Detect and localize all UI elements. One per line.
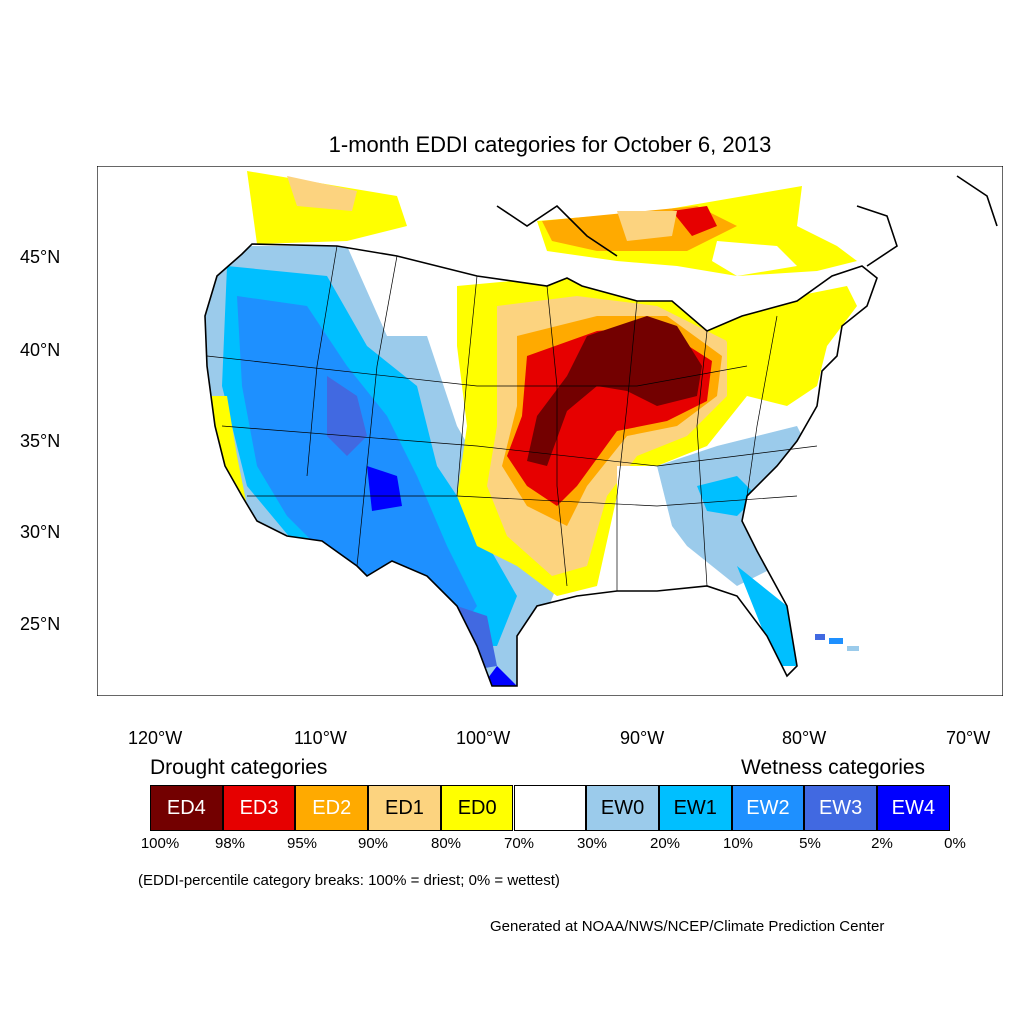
lon-tick-80: 80°W: [782, 728, 827, 748]
legend-percentile-label: 5%: [799, 835, 821, 852]
legend-percentile-label: 30%: [576, 835, 608, 852]
map-frame: [96, 165, 1004, 697]
legend-swatch-ed4: ED4: [150, 785, 223, 831]
lat-tick-40: 40°N: [20, 340, 61, 360]
legend-colorbar: ED4 ED3 ED2 ED1 ED0 EW0 EW1 EW2 EW3 EW4: [150, 785, 950, 831]
legend-percentile-label: 70%: [503, 835, 535, 852]
lon-tick-70: 70°W: [946, 728, 991, 748]
eddi-map: [96, 165, 1004, 697]
legend-swatch-ew0: EW0: [586, 785, 659, 831]
lat-tick-45: 45°N: [20, 247, 61, 267]
lat-tick-25: 25°N: [20, 614, 61, 634]
legend-percentile-label: 98%: [214, 835, 246, 852]
caribbean-specks: [815, 634, 859, 651]
legend-swatch-ed1: ED1: [368, 785, 441, 831]
category-break-note: (EDDI-percentile category breaks: 100% =…: [138, 872, 560, 889]
legend-swatch-ew3: EW3: [804, 785, 877, 831]
legend-swatch-ew2: EW2: [731, 785, 805, 831]
legend-percentile-label: 95%: [286, 835, 318, 852]
legend-swatch-ed0: ED0: [440, 785, 514, 831]
lat-tick-30: 30°N: [20, 522, 61, 542]
lon-tick-120: 120°W: [128, 728, 183, 748]
lon-tick-100: 100°W: [456, 728, 511, 748]
legend-percentile-label: 10%: [722, 835, 754, 852]
credit-line: Generated at NOAA/NWS/NCEP/Climate Predi…: [490, 918, 885, 935]
state-borders: [206, 245, 818, 591]
legend-percentile-label: 90%: [357, 835, 389, 852]
legend-swatch-ew1: EW1: [658, 785, 732, 831]
lon-tick-90: 90°W: [620, 728, 665, 748]
legend-swatch-ed3: ED3: [222, 785, 296, 831]
legend-percentile-label: 0%: [944, 835, 966, 852]
map-title: 1-month EDDI categories for October 6, 2…: [328, 132, 772, 157]
drought-categories-title: Drought categories: [150, 756, 328, 779]
legend-percentile-label: 100%: [140, 835, 180, 852]
legend-swatch-ew4: EW4: [877, 785, 950, 831]
lon-tick-110: 110°W: [294, 728, 347, 748]
canada-shading: [247, 171, 857, 276]
legend-swatch-ed2: ED2: [295, 785, 369, 831]
legend-swatch-normal: [513, 785, 587, 831]
lat-tick-35: 35°N: [20, 431, 61, 451]
legend-percentile-label: 2%: [871, 835, 893, 852]
legend-percentile-label: 80%: [430, 835, 462, 852]
wetness-categories-title: Wetness categories: [741, 756, 926, 779]
legend-percentile-label: 20%: [649, 835, 681, 852]
